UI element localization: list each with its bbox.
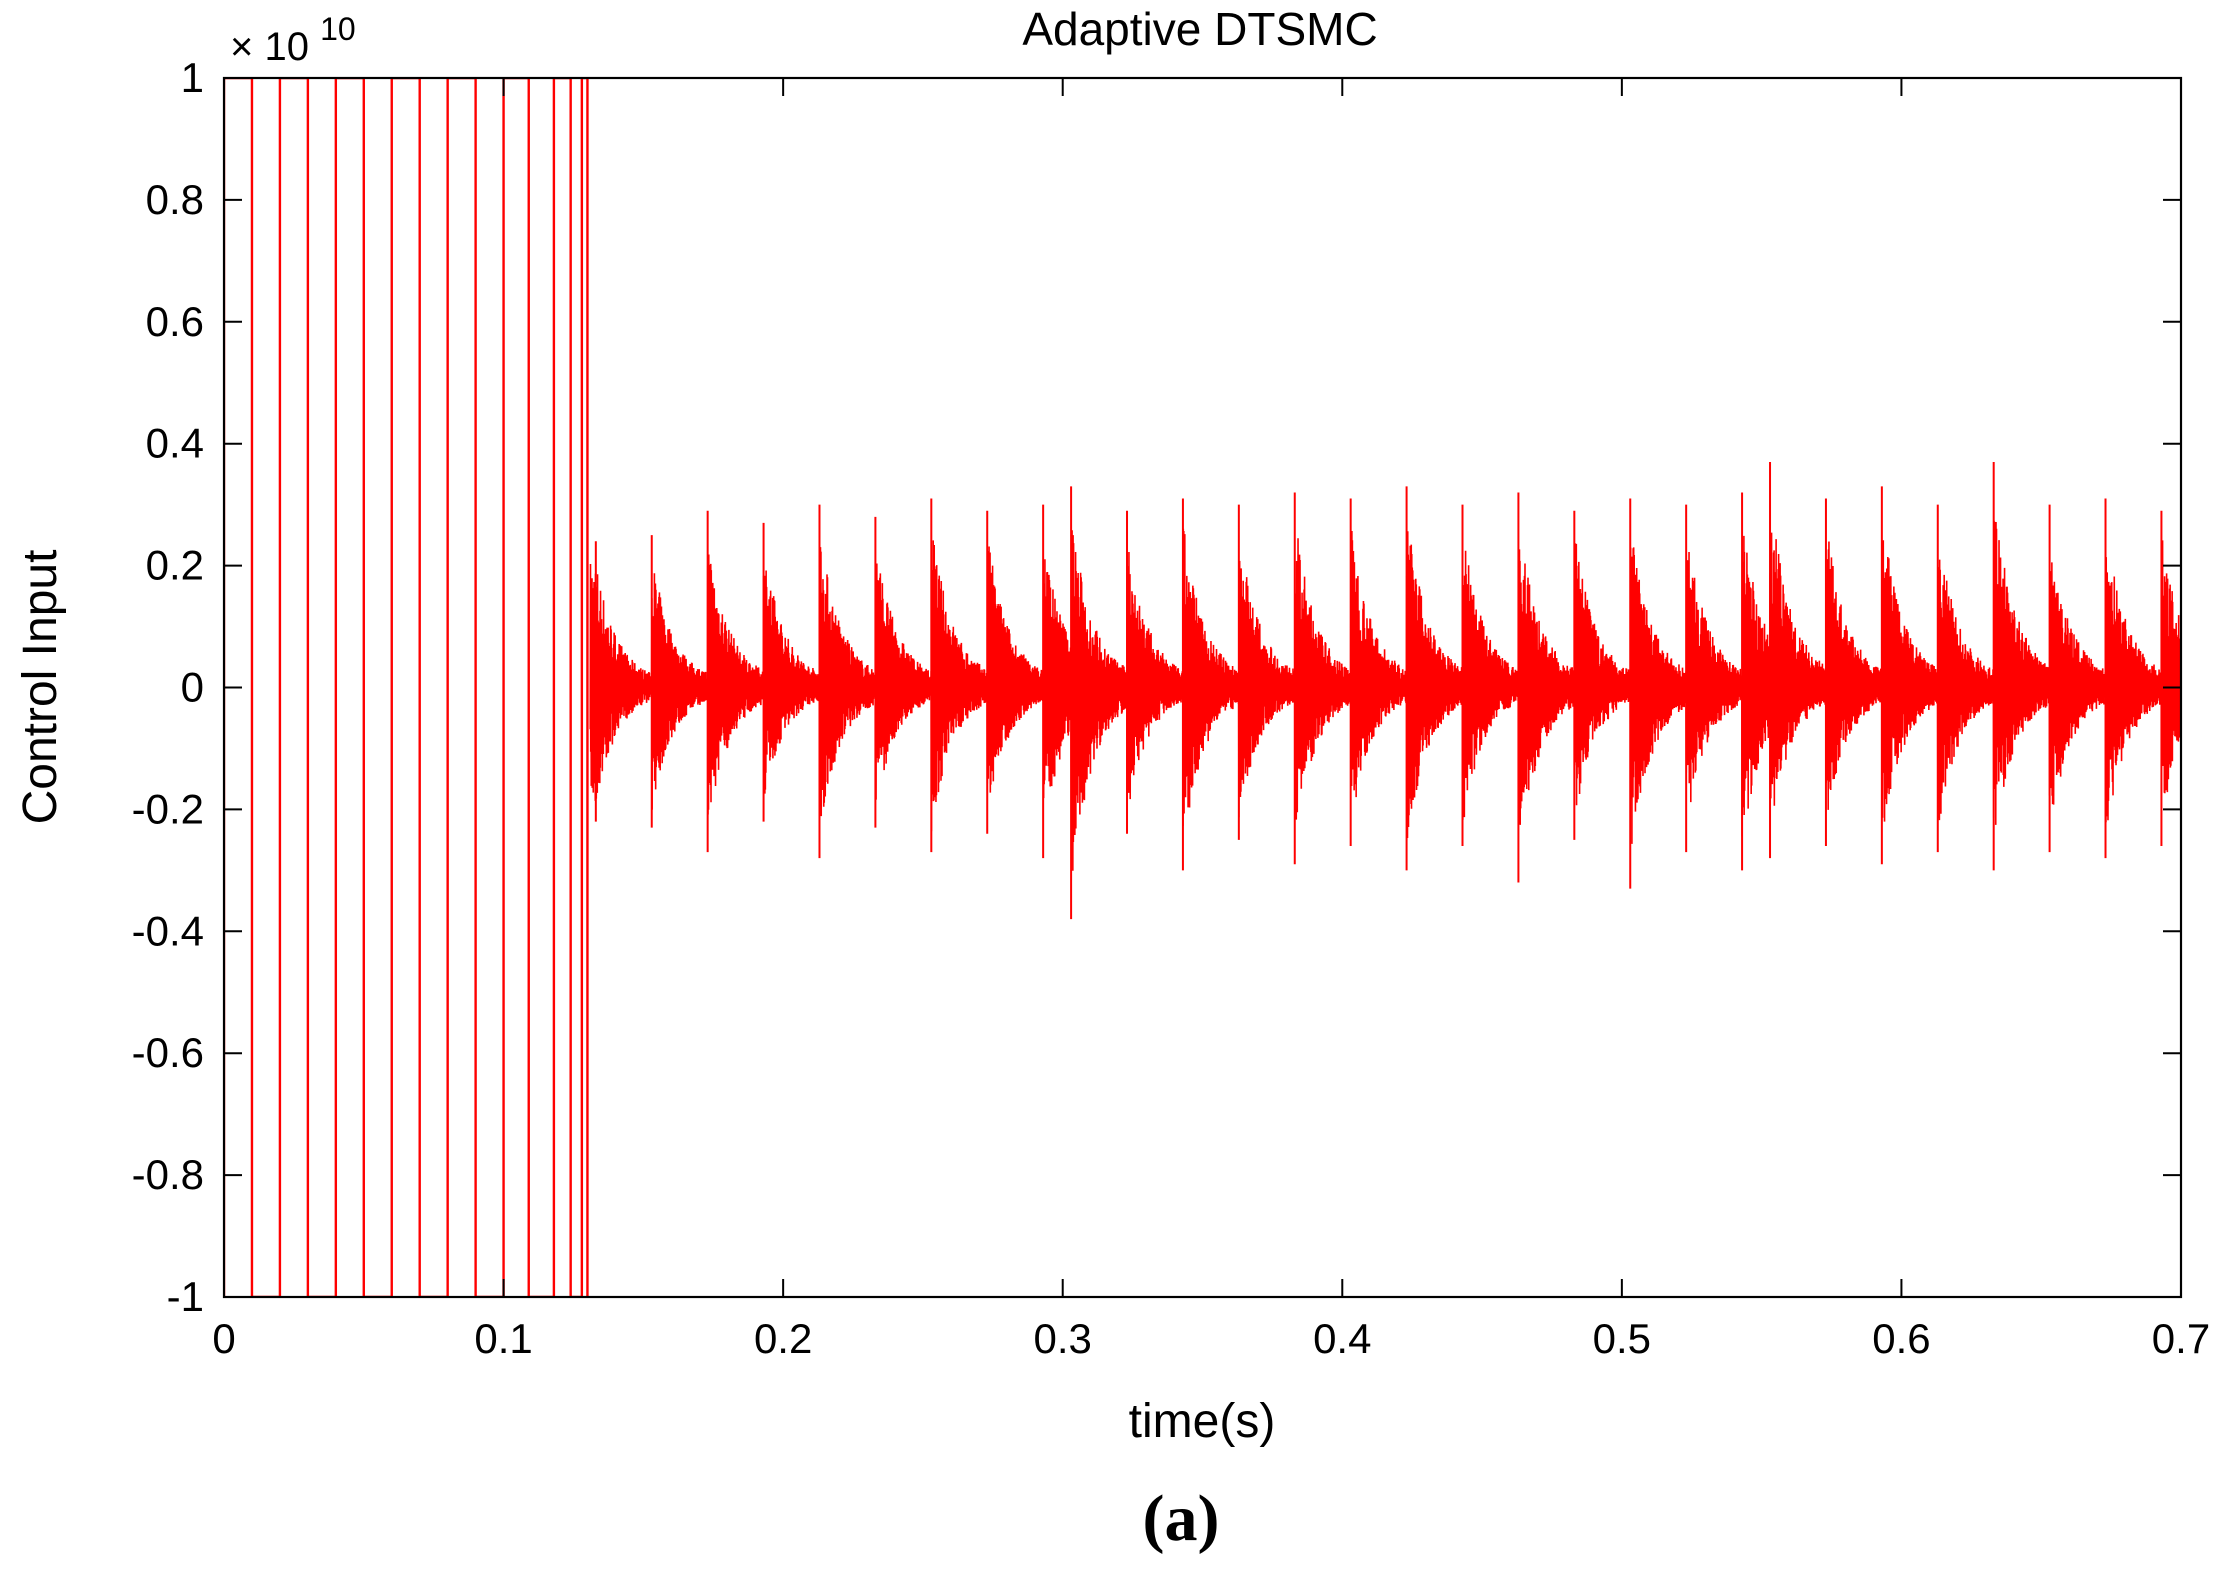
series-control-input — [224, 78, 2181, 1297]
x-tick-label: 0.5 — [1593, 1315, 1651, 1362]
y-tick-label: 0.2 — [146, 542, 204, 589]
exponent-multiplier: × 10 10 — [230, 11, 356, 69]
x-tick-label: 0.2 — [754, 1315, 812, 1362]
y-axis-label: Control Input — [14, 550, 67, 825]
y-tick-label: -0.8 — [132, 1151, 204, 1198]
x-tick-label: 0.6 — [1872, 1315, 1930, 1362]
y-tick-label: 0.8 — [146, 176, 204, 223]
y-tick-label: -1 — [167, 1273, 204, 1320]
figure-caption: (a) — [1143, 1482, 1220, 1555]
y-tick-label: -0.2 — [132, 785, 204, 832]
x-tick-label: 0.1 — [474, 1315, 532, 1362]
y-tick-label: 0.6 — [146, 298, 204, 345]
x-axis: 0 0.1 0.2 0.3 0.4 0.5 0.6 0.7 — [212, 78, 2210, 1362]
y-tick-label: -0.4 — [132, 907, 204, 954]
exponent-power: 10 — [320, 11, 356, 47]
y-tick-label: -0.6 — [132, 1029, 204, 1076]
x-tick-label: 0.4 — [1313, 1315, 1371, 1362]
x-tick-label: 0 — [212, 1315, 235, 1362]
chart-title: Adaptive DTSMC — [1022, 3, 1377, 55]
x-axis-label: time(s) — [1129, 1395, 1276, 1448]
y-axis: -1 -0.8 -0.6 -0.4 -0.2 0 0.2 0.4 0.6 0.8 1 — [132, 54, 2181, 1320]
y-tick-label: 1 — [181, 54, 204, 101]
x-tick-label: 0.7 — [2152, 1315, 2210, 1362]
y-tick-label: 0.4 — [146, 420, 204, 467]
exponent-base: × 10 — [230, 25, 309, 69]
chattering-signal-line — [589, 520, 2181, 871]
plot-area — [224, 78, 2181, 1297]
y-tick-label: 0 — [181, 664, 204, 711]
x-tick-label: 0.3 — [1034, 1315, 1092, 1362]
